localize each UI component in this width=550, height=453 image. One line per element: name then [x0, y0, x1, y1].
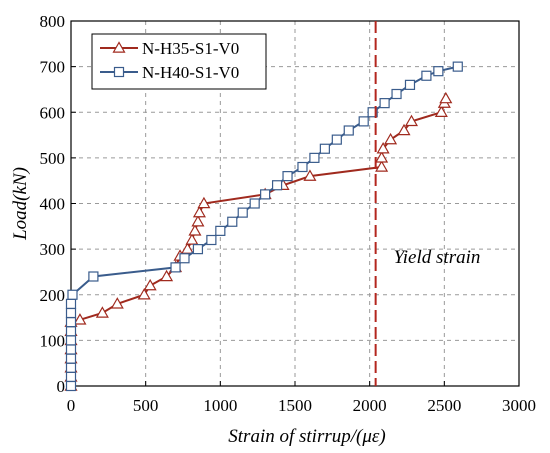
- series-2-point-15: [206, 234, 217, 246]
- series-2-point-6: [65, 326, 77, 337]
- x-tick-label-1: 500: [133, 396, 159, 415]
- series-2-point-7: [65, 317, 77, 328]
- y-axis-title: Load(kN): [10, 167, 31, 241]
- series-1-point-10: [110, 297, 124, 309]
- series-1-point-27: [376, 142, 390, 154]
- series-2-point-27: [343, 125, 354, 136]
- series-1-point-30: [404, 114, 419, 127]
- series-2-point-20: [260, 189, 271, 200]
- axis-layer: 0 500 1000 1500 2000 2500 3000 0 100 200 300 400 500…: [10, 12, 536, 447]
- legend-layer: N-H35-S1-V0 N-H40-S1-V0: [91, 33, 267, 90]
- series-1-point-9: [95, 306, 109, 318]
- yield-strain-label: Yield strain: [394, 247, 481, 268]
- x-tick-label-6: 3000: [502, 396, 536, 415]
- series-2-point-23: [297, 161, 308, 173]
- series-2-point-2: [65, 362, 77, 373]
- series-2-point-28: [358, 116, 369, 127]
- series-1-point-20: [192, 205, 206, 218]
- series-1-point-18: [188, 224, 202, 236]
- y-tick-label-5: 500: [40, 149, 66, 168]
- series-1-point-21: [197, 196, 211, 209]
- series-1-point-16: [180, 242, 195, 254]
- series-2-point-25: [319, 143, 330, 154]
- legend-marker-2: [113, 66, 125, 78]
- series-1-point-13: [160, 269, 174, 282]
- x-tick-label-2: 1000: [203, 396, 237, 415]
- legend-label-1: N-H35-S1-V0: [142, 39, 239, 58]
- series-2-point-26: [331, 134, 342, 145]
- series-1-point-19: [191, 215, 205, 227]
- y-tick-label-0: 0: [57, 377, 66, 396]
- series-2-point-13: [179, 253, 190, 264]
- series-1-point-17: [185, 233, 199, 245]
- overlay-layer: Yield strain: [374, 21, 481, 386]
- series-1-point-28: [384, 132, 398, 145]
- series-1-point-29: [397, 123, 411, 136]
- series-layer: [64, 61, 463, 392]
- x-tick-label-4: 2000: [353, 396, 387, 415]
- series-2-point-1: [65, 371, 77, 382]
- legend-marker-1: [112, 41, 126, 53]
- series-2-point-29: [367, 107, 378, 118]
- y-tick-label-7: 700: [40, 58, 66, 77]
- series-2-point-17: [227, 216, 238, 227]
- series-1-point-12: [143, 278, 157, 291]
- y-tick-label-4: 400: [40, 195, 66, 214]
- series-2-point-3: [65, 353, 77, 364]
- x-axis-title: Strain of stirrup/(με): [228, 426, 385, 447]
- legend-box: [91, 33, 267, 90]
- grid-layer: [71, 21, 519, 386]
- series-2-point-32: [404, 79, 416, 90]
- series-2-point-11: [88, 271, 99, 282]
- series-1-point-31: [434, 105, 448, 117]
- series-1-point-26: [375, 151, 389, 163]
- series-2-point-18: [237, 207, 248, 218]
- series-2-point-33: [421, 70, 432, 81]
- series-2-point-8: [65, 307, 77, 319]
- series-line-2: [70, 65, 458, 386]
- series-2-point-35: [452, 61, 463, 72]
- series-2-point-4: [65, 344, 77, 355]
- legend-label-2: N-H40-S1-V0: [142, 63, 239, 82]
- series-2-point-21: [271, 180, 283, 191]
- series-2-point-22: [282, 171, 293, 182]
- series-2-point-30: [379, 98, 390, 109]
- series-2-point-9: [65, 298, 77, 309]
- y-tick-label-6: 600: [40, 103, 66, 122]
- y-tick-label-1: 100: [40, 331, 66, 350]
- series-2-point-24: [309, 152, 320, 163]
- series-2-point-19: [249, 198, 260, 209]
- series-2-point-31: [391, 88, 402, 100]
- x-tick-label-0: 0: [67, 396, 76, 415]
- series-2-point-10: [67, 289, 78, 300]
- series-1-point-8: [73, 313, 87, 325]
- series-2-point-0: [65, 380, 77, 392]
- x-tick-label-5: 2500: [427, 396, 461, 415]
- series-1-point-25: [375, 160, 389, 172]
- series-2-point-34: [433, 66, 444, 77]
- y-tick-label-2: 200: [40, 286, 66, 305]
- y-tick-label-3: 300: [40, 240, 66, 259]
- series-2-point-16: [215, 225, 226, 236]
- series-2-point-12: [170, 262, 181, 273]
- series-1-point-11: [137, 288, 151, 300]
- series-1-point-33: [439, 91, 453, 104]
- series-1-point-24: [303, 169, 317, 181]
- series-2-point-14: [192, 244, 204, 255]
- series-2-point-5: [65, 335, 77, 346]
- x-tick-label-3: 1500: [278, 396, 312, 415]
- y-tick-label-8: 800: [40, 12, 66, 31]
